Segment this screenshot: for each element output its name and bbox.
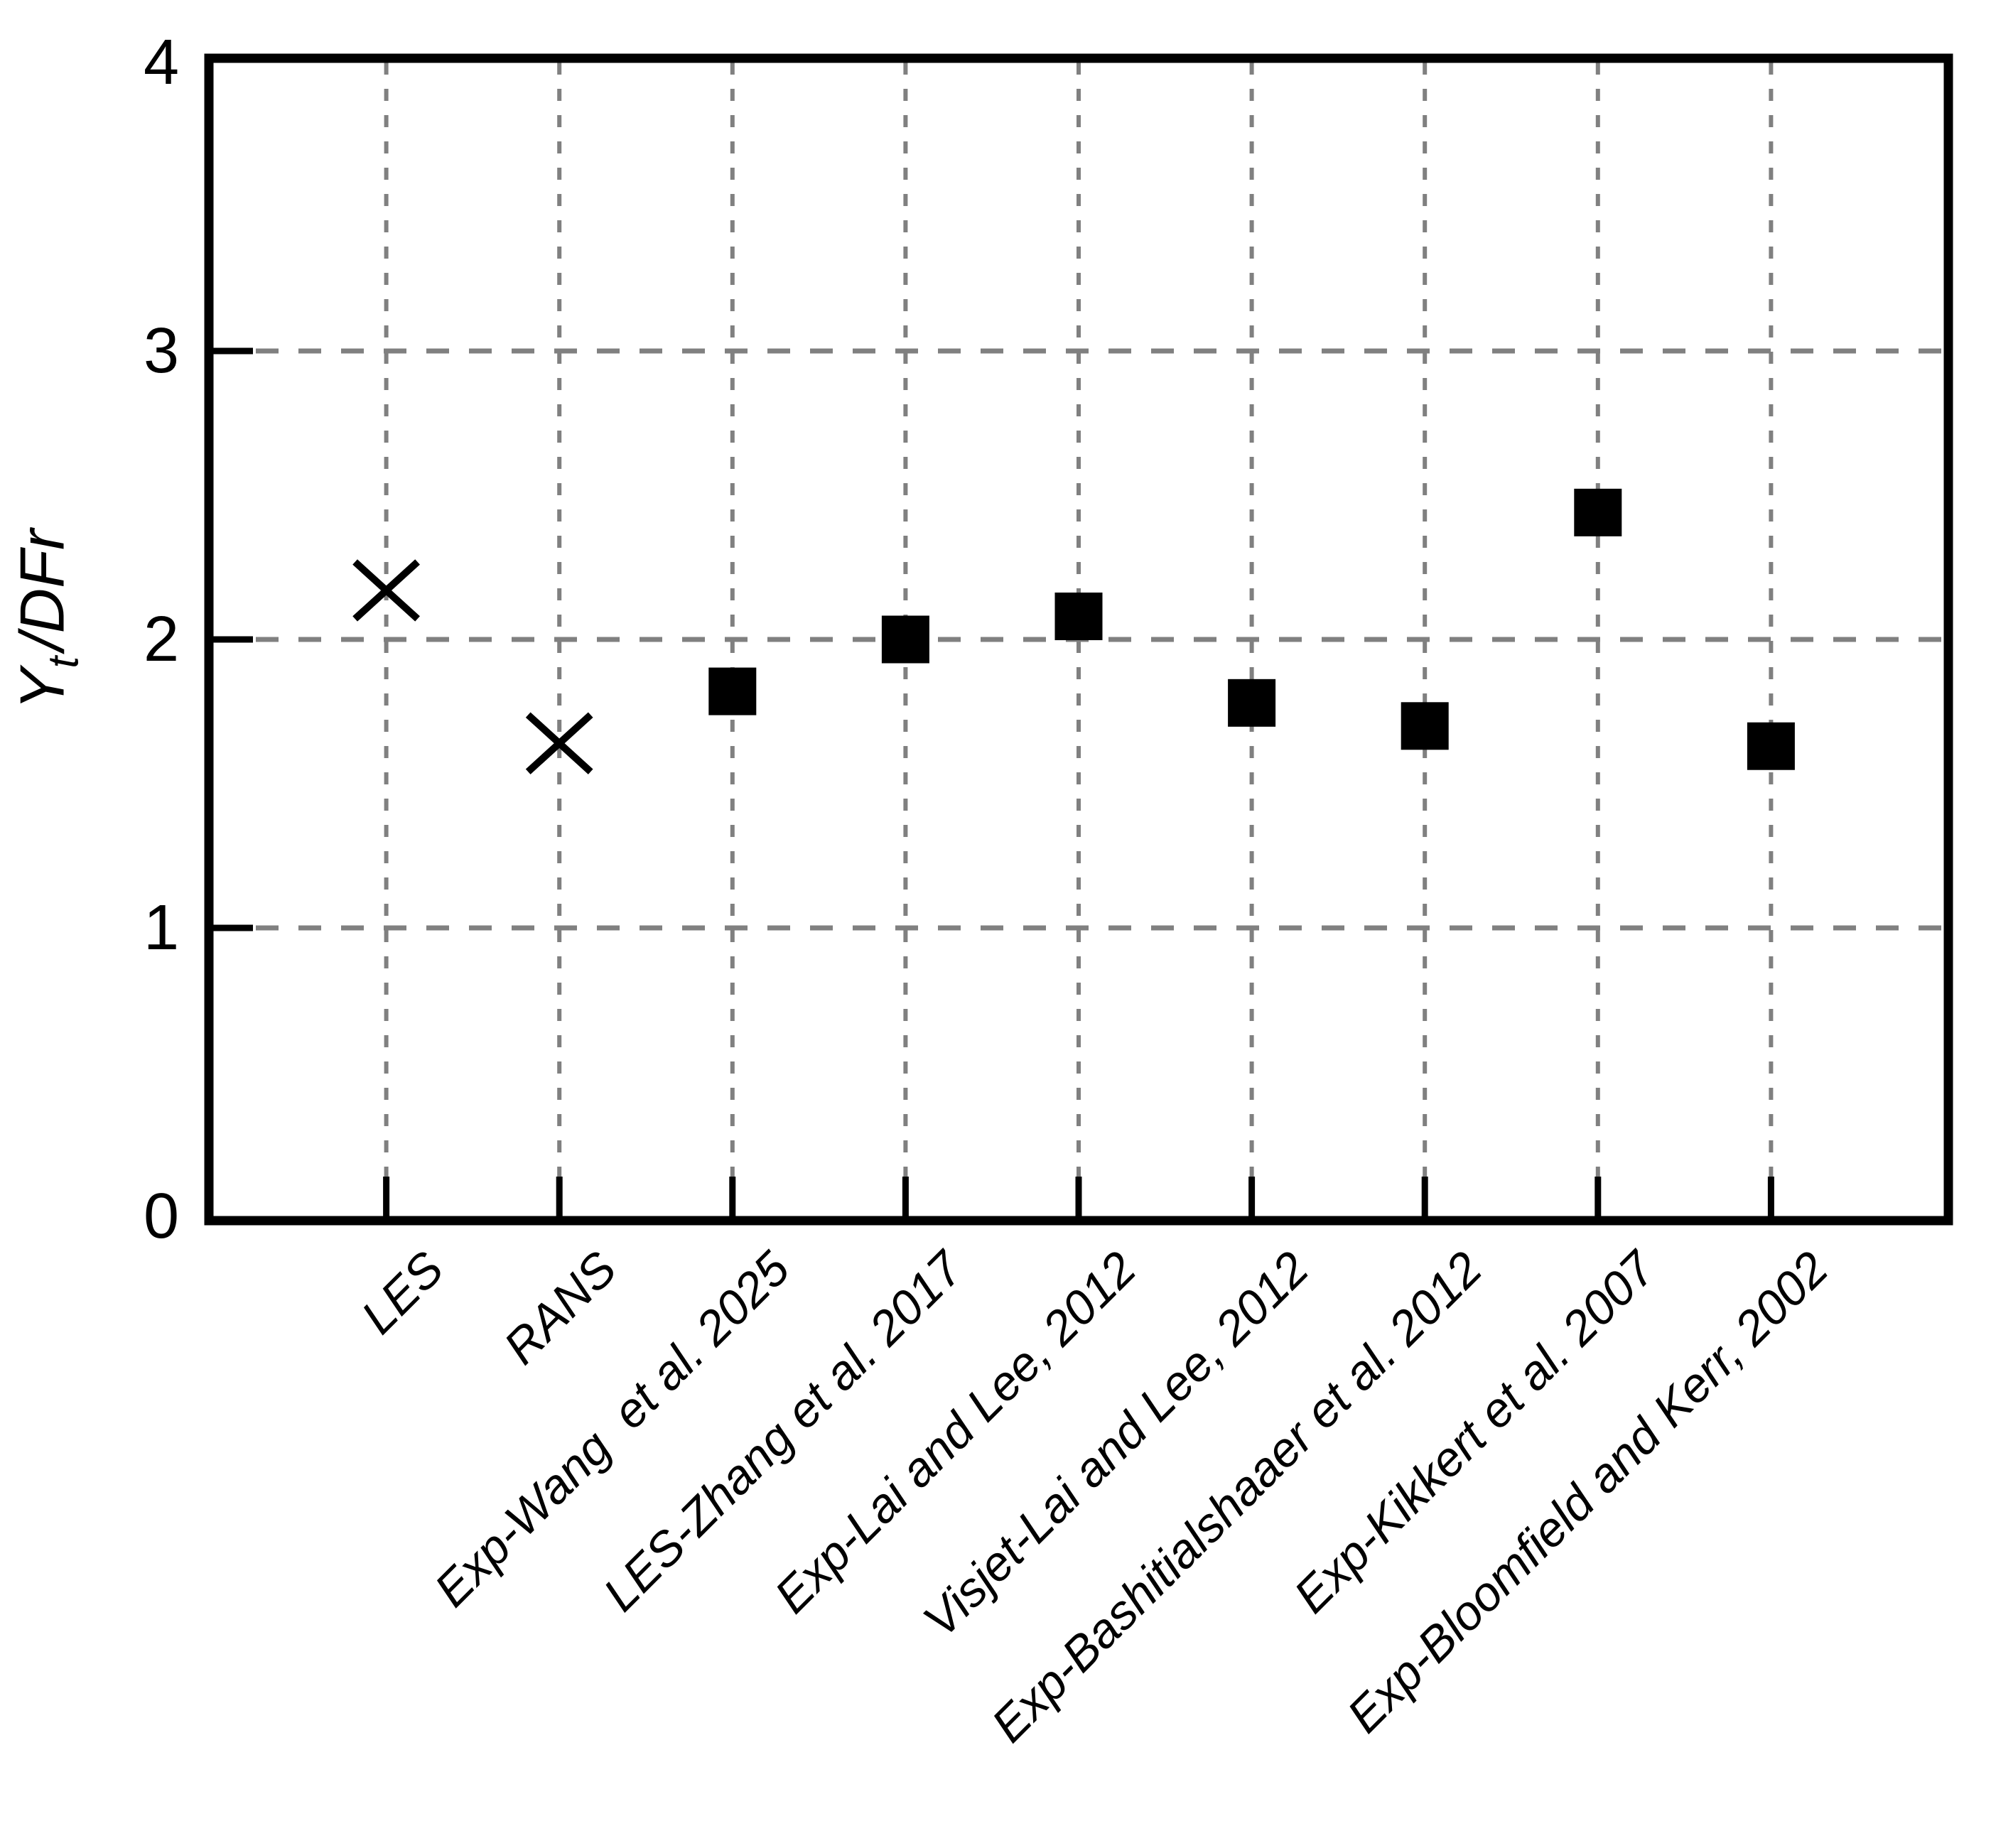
y-tick-label: 3 [143,315,179,387]
square-marker [1228,679,1276,727]
y-axis-title-main: Y [6,668,77,710]
square-marker [1747,722,1795,770]
plot-frame [204,53,1953,1226]
y-tick-label: 0 [143,1181,179,1252]
square-marker [708,667,757,715]
x-cross-marker [352,559,420,622]
square-marker [1574,488,1622,536]
y-tick-label: 4 [143,27,179,98]
y-tick-label: 2 [143,604,179,675]
square-marker [1054,593,1103,641]
square-marker [1401,702,1449,750]
y-tick-label: 1 [143,892,179,963]
x-cross-marker [525,712,593,774]
square-marker [881,615,929,664]
